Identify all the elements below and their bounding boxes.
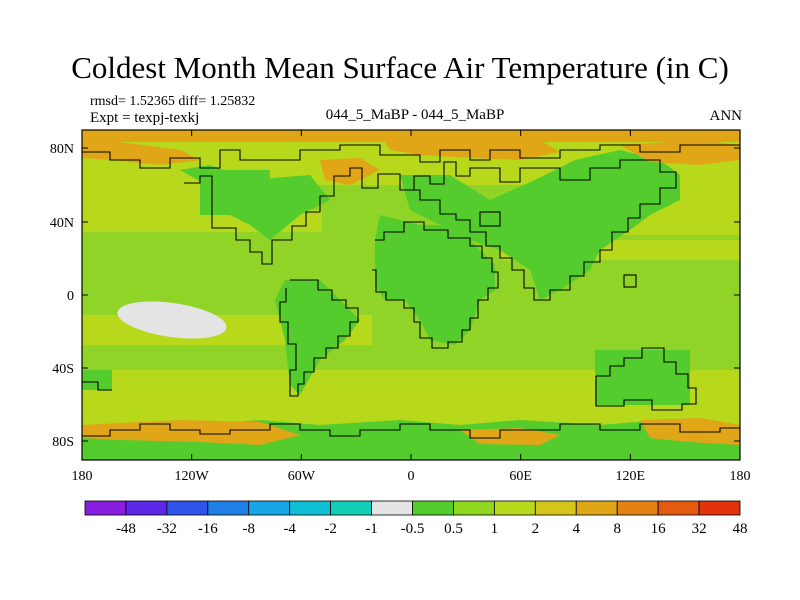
- lat-label: 0: [67, 289, 74, 304]
- colorbar-swatch: [125, 500, 168, 516]
- lat-label: 40S: [52, 362, 74, 377]
- colorbar-swatch: [371, 500, 413, 516]
- longitude-axis: 180 120W 60W 0 60E 120E 180: [72, 130, 751, 484]
- colorbar-label: -4: [283, 521, 296, 537]
- colorbar-swatch: [248, 500, 291, 516]
- lon-label: 120W: [175, 469, 210, 484]
- page-title: Coldest Month Mean Surface Air Temperatu…: [71, 50, 729, 85]
- colorbar-swatch: [575, 500, 618, 516]
- colorbar-label: 48: [733, 521, 748, 537]
- colorbar-label: -48: [116, 521, 136, 537]
- colorbar-label: -2: [324, 521, 337, 537]
- colorbar-label: 4: [573, 521, 581, 537]
- colorbar-label: -16: [198, 521, 218, 537]
- colorbar-label: 8: [613, 521, 621, 537]
- colorbar-label: 32: [692, 521, 707, 537]
- colorbar-label: -32: [157, 521, 177, 537]
- neutral-anomaly-patch: [117, 301, 227, 339]
- colorbar-swatch: [534, 500, 577, 516]
- colorbar-label: 16: [651, 521, 667, 537]
- lat-label: 40N: [50, 216, 74, 231]
- colorbar-label: 2: [532, 521, 540, 537]
- latitude-axis: 80N 40N 0 40S 80S: [50, 142, 740, 450]
- colorbar-label: 0.5: [444, 521, 463, 537]
- colorbar-swatch: [207, 500, 250, 516]
- colorbar-label: -1: [365, 521, 378, 537]
- colorbar-swatch: [330, 500, 372, 516]
- temperature-field: [82, 130, 740, 460]
- colorbar-swatch: [84, 500, 127, 516]
- colorbar-swatch: [657, 500, 700, 516]
- colorbar-swatch: [166, 500, 209, 516]
- colorbar: -48 -32 -16 -8 -4 -2 -1 -0.5 0.5 1 2 4 8 16 32 48: [84, 500, 748, 537]
- colorbar-label: 1: [491, 521, 499, 537]
- lat-label: 80S: [52, 435, 74, 450]
- lon-label: 0: [408, 469, 415, 484]
- colorbar-swatch: [289, 500, 332, 516]
- colorbar-label: -8: [243, 521, 256, 537]
- colorbar-swatch: [493, 500, 536, 516]
- colorbar-swatch: [453, 500, 495, 516]
- experiment-label: 044_5_MaBP - 044_5_MaBP: [325, 107, 505, 123]
- lon-label: 120E: [616, 469, 646, 484]
- lon-label: 180: [72, 469, 93, 484]
- season-label: ANN: [709, 108, 743, 124]
- colorbar-swatch: [412, 500, 454, 516]
- stats-line: rmsd= 1.52365 diff= 1.25832: [90, 94, 256, 109]
- colorbar-swatch: [616, 500, 659, 516]
- lon-label: 60W: [288, 469, 316, 484]
- coastlines: [82, 144, 740, 439]
- colorbar-swatch: [698, 500, 741, 516]
- colorbar-label: -0.5: [401, 521, 425, 537]
- lon-label: 180: [730, 469, 751, 484]
- expt-line: Expt = texpj-texkj: [90, 110, 200, 126]
- lat-label: 80N: [50, 142, 74, 157]
- lon-label: 60E: [509, 469, 532, 484]
